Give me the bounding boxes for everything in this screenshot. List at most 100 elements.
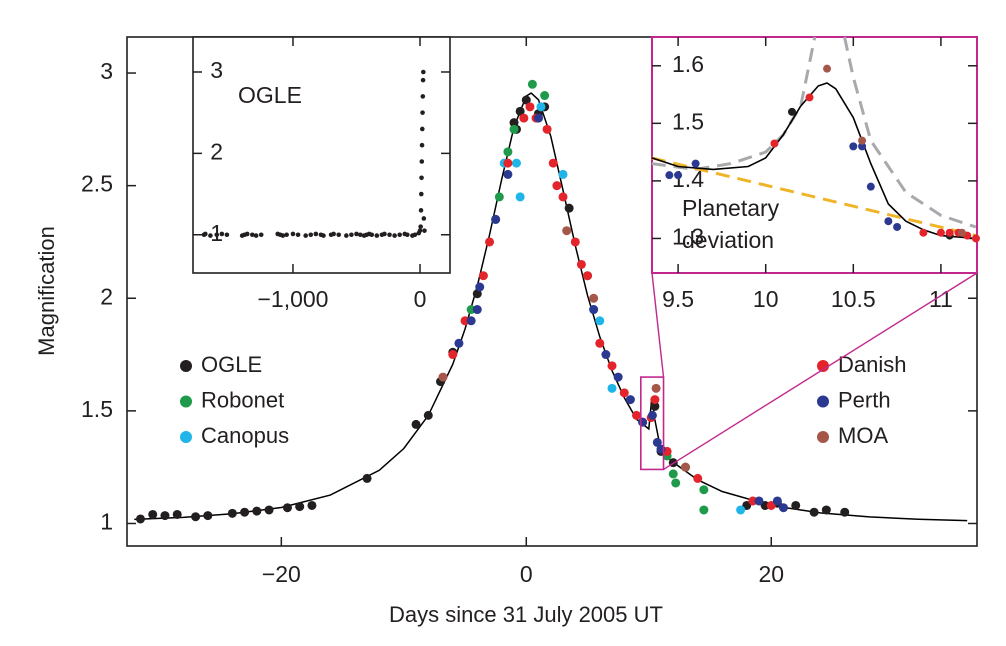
data-point [321,233,326,238]
legend-label: MOA [838,423,888,448]
data-point [331,231,336,237]
data-point [552,181,562,191]
data-point [419,159,425,164]
data-point [772,496,782,506]
legend-marker [180,360,192,372]
data-point [511,158,521,168]
data-point [172,509,182,519]
legend-marker [180,431,192,443]
data-point [595,316,605,326]
data-point [420,126,425,132]
zoom-connector [663,272,978,471]
data-point [250,232,255,238]
data-point [503,147,513,157]
data-point [515,192,525,202]
data-point [542,124,552,134]
legend-label: Canopus [201,423,289,448]
x-tick-label: −20 [262,561,301,587]
data-point [503,169,513,179]
data-point [295,502,305,512]
legend-label: Perth [838,387,891,412]
data-point [418,224,423,229]
data-point [307,500,317,510]
x-tick-label: −1,000 [257,286,328,312]
data-point [405,232,410,238]
data-point [454,338,464,348]
zoom-box [640,376,665,471]
data-point [466,316,476,326]
data-point [392,233,397,238]
data-point [770,139,779,148]
data-point [290,231,296,237]
data-point [208,233,213,238]
data-point [858,142,867,151]
data-point [601,350,611,360]
data-point [945,228,954,237]
data-point [650,395,660,405]
data-point [589,305,599,315]
data-point [823,64,832,73]
data-point [540,91,550,101]
data-point [840,507,850,517]
data-point [240,507,250,517]
data-point [515,106,525,116]
data-point [509,124,519,134]
data-point [244,231,250,237]
data-point [607,361,617,371]
x-axis-label: Days since 31 July 2005 UT [389,602,663,627]
data-point [866,182,875,191]
data-point [418,208,424,213]
data-point [303,233,308,238]
data-point [397,232,402,238]
data-point [651,383,661,393]
data-point [417,228,423,233]
data-point [423,410,433,420]
data-point [420,77,426,83]
inset-label: OGLE [238,82,302,108]
data-point [224,232,230,238]
y-tick-label: 1.6 [672,51,704,77]
x-tick-label: 10.5 [831,286,876,312]
data-point [919,228,928,237]
data-point [536,102,546,112]
x-tick-label: 9.5 [662,286,694,312]
y-tick-label: 2 [100,283,113,309]
y-tick-label: 1.5 [81,396,113,422]
data-point [227,508,237,518]
y-axis-label: Magnification [34,226,59,356]
data-point [264,505,274,515]
data-point [589,293,599,303]
data-point [570,237,580,247]
data-point [650,401,660,411]
data-point [699,485,709,495]
data-point [613,372,623,382]
data-point [313,231,319,237]
data-point [491,214,501,224]
data-point [778,503,788,513]
model-line [651,156,977,238]
data-point [652,437,662,447]
data-point [583,271,593,281]
data-point [858,136,867,145]
data-point [448,350,458,360]
data-point [387,232,392,238]
data-point [258,232,264,238]
data-point [203,511,213,521]
data-point [135,514,145,524]
data-point [674,171,683,180]
y-tick-label: 1.3 [672,224,704,250]
data-point [374,233,380,238]
data-point [336,232,342,238]
data-point [420,110,425,115]
data-point [893,222,902,231]
data-point [203,231,208,237]
plot-2: 1.31.41.51.6 [651,36,980,274]
data-point [558,192,568,202]
data-point [284,232,289,238]
data-point [282,503,292,513]
data-point [534,113,544,123]
data-point [957,228,966,237]
data-point [472,289,482,299]
data-point [475,282,485,292]
